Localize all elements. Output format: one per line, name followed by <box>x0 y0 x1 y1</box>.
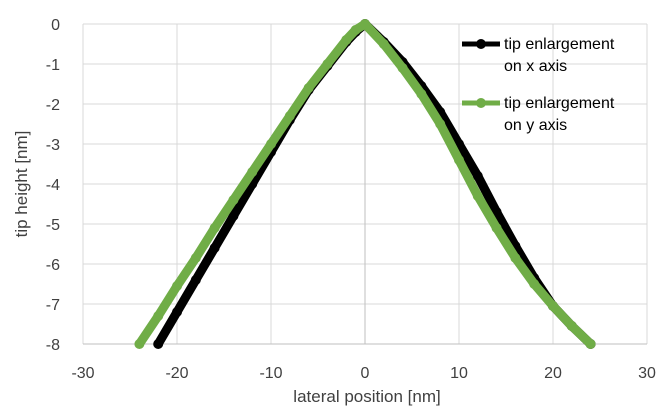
series-2-point <box>378 39 389 49</box>
y-tick-label: -2 <box>46 97 60 114</box>
series-2-point <box>435 119 446 129</box>
series-layer <box>134 19 596 349</box>
series-2-point <box>529 279 540 289</box>
y-tick-label: -5 <box>46 217 60 234</box>
series-2-point <box>266 139 276 149</box>
series-line-2 <box>134 19 596 349</box>
series-2-point <box>585 339 596 349</box>
y-axis-title: tip height [nm] <box>12 131 31 238</box>
series-1-point <box>209 243 220 253</box>
legend-label-1: tip enlargement on x axis <box>504 36 615 75</box>
x-tick-label: 30 <box>638 365 656 382</box>
series-2-point <box>472 191 483 201</box>
series-2-point <box>303 83 314 93</box>
y-tick-label: -8 <box>46 337 60 354</box>
x-axis-title: lateral position [nm] <box>293 387 440 406</box>
series-1-point <box>172 307 182 317</box>
y-tick-label: -1 <box>46 57 60 74</box>
x-tick-label: -20 <box>165 365 188 382</box>
x-tick-label: 0 <box>361 365 370 382</box>
legend: tip enlargement on x axis tip enlargement o… <box>462 36 615 134</box>
series-2-point <box>548 301 558 311</box>
series-2-point <box>566 321 577 331</box>
series-2-point <box>341 35 352 45</box>
y-tick-label: -7 <box>46 297 60 314</box>
series-2-point <box>284 111 295 121</box>
x-tick-label: -10 <box>259 365 282 382</box>
x-tick-label: 20 <box>544 365 562 382</box>
series-2-point <box>350 25 361 35</box>
y-tick-label: -3 <box>46 137 60 154</box>
series-2-point <box>510 253 521 263</box>
legend-marker-2 <box>476 98 486 108</box>
legend-marker-1 <box>476 39 486 49</box>
series-1-point <box>491 207 502 217</box>
series-2-point <box>153 311 164 321</box>
tick-labels: -30 -20 -10 0 10 20 30 0 -1 -2 -3 -4 -5 -6 -7 -8 <box>46 17 656 382</box>
legend-label-2: tip enlargement on y axis <box>504 95 615 134</box>
series-2-point <box>190 253 201 263</box>
axes <box>83 24 647 345</box>
series-2-point <box>491 223 502 233</box>
series-2-point <box>322 59 333 69</box>
x-tick-label: 10 <box>450 365 468 382</box>
y-tick-label: 0 <box>51 17 60 34</box>
series-1-point <box>228 211 239 221</box>
y-tick-label: -6 <box>46 257 60 274</box>
series-2-point <box>247 167 258 177</box>
series-1-point <box>472 171 483 181</box>
x-tick-label: -30 <box>71 365 94 382</box>
series-2-point <box>397 63 408 73</box>
series-2-point <box>416 89 427 99</box>
series-2-point <box>228 195 239 205</box>
series-2-point <box>134 339 145 349</box>
series-2-point <box>209 223 220 233</box>
series-2-point <box>360 19 370 29</box>
series-2-point <box>454 155 464 165</box>
series-2-point <box>172 281 182 291</box>
y-tick-label: -4 <box>46 177 60 194</box>
series-1-point <box>190 275 201 285</box>
series-1-point <box>153 339 164 349</box>
